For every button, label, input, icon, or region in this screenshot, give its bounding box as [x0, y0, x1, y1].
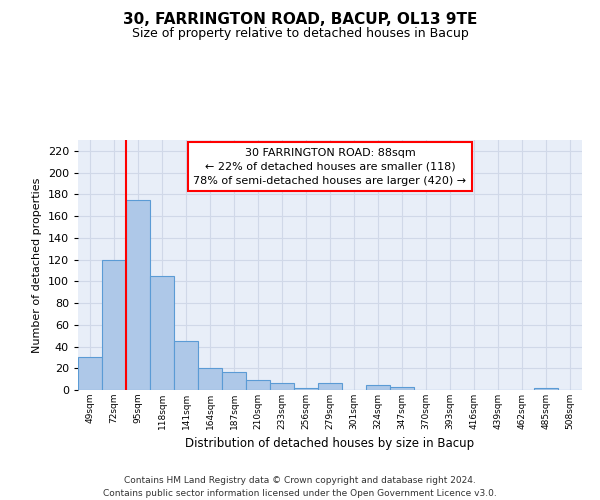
Bar [294, 388, 318, 390]
Text: 30, FARRINGTON ROAD, BACUP, OL13 9TE: 30, FARRINGTON ROAD, BACUP, OL13 9TE [123, 12, 477, 28]
Bar [246, 380, 270, 390]
Bar [366, 384, 390, 390]
Bar [390, 386, 414, 390]
Bar [174, 341, 198, 390]
Bar [126, 200, 150, 390]
X-axis label: Distribution of detached houses by size in Bacup: Distribution of detached houses by size … [185, 438, 475, 450]
Bar [222, 372, 246, 390]
Text: Size of property relative to detached houses in Bacup: Size of property relative to detached ho… [131, 28, 469, 40]
Bar [78, 358, 102, 390]
Y-axis label: Number of detached properties: Number of detached properties [32, 178, 42, 352]
Bar [102, 260, 126, 390]
Text: Contains HM Land Registry data © Crown copyright and database right 2024.
Contai: Contains HM Land Registry data © Crown c… [103, 476, 497, 498]
Bar [150, 276, 174, 390]
Bar [318, 384, 342, 390]
Bar [534, 388, 558, 390]
Bar [270, 384, 294, 390]
Bar [198, 368, 222, 390]
Text: 30 FARRINGTON ROAD: 88sqm
← 22% of detached houses are smaller (118)
78% of semi: 30 FARRINGTON ROAD: 88sqm ← 22% of detac… [193, 148, 467, 186]
